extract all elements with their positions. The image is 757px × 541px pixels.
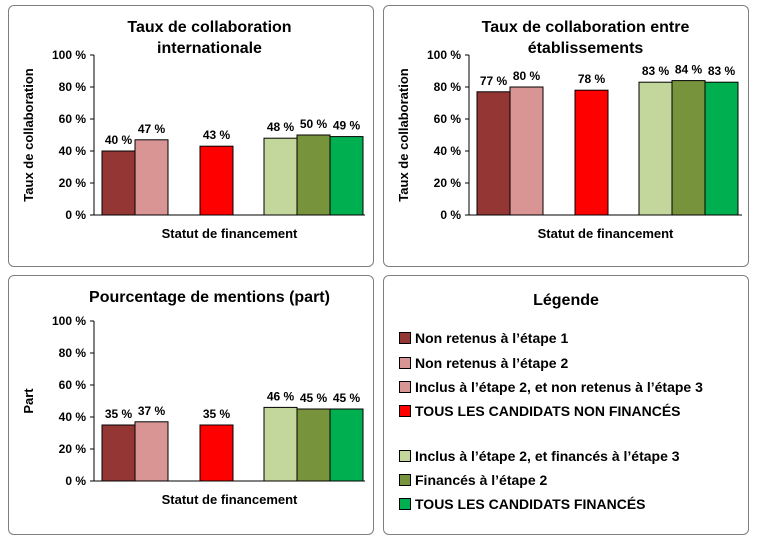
data-label: 77 %: [480, 74, 508, 88]
legend-title: Légende: [533, 292, 599, 309]
chart-international-collaboration: Taux de collaboration internationale 0 % 20…: [21, 19, 365, 241]
y-tick-label: 0 %: [440, 208, 461, 222]
legend-item-tous-non-finances: TOUS LES CANDIDATS NON FINANCÉS: [399, 403, 681, 419]
legend-label: TOUS LES CANDIDATS NON FINANCÉS: [415, 403, 681, 419]
legend-swatch: [399, 450, 411, 462]
legend-swatch: [399, 357, 411, 369]
chart-panel-mentions: Pourcentage de mentions (part) 0 % 20 % 40 …: [8, 275, 374, 535]
legend-label: Non retenus à l’étape 2: [415, 355, 569, 371]
y-axis-label: Part: [21, 388, 36, 414]
y-tick-label: 80 %: [59, 80, 87, 94]
y-tick-label: 20 %: [59, 176, 87, 190]
chart-panel-international: Taux de collaboration internationale 0 % 20…: [8, 5, 374, 267]
y-tick-label: 40 %: [59, 144, 87, 158]
data-label: 35 %: [105, 407, 133, 421]
bar-finances-etape3: [263, 406, 298, 482]
y-tick-label: 60 %: [59, 112, 87, 126]
legend-swatch: [399, 474, 411, 486]
legend-panel: Légende Non retenus à l’étape 1 Non rete…: [383, 275, 749, 535]
data-label: 83 %: [642, 64, 670, 78]
legend-label: Non retenus à l’étape 1: [415, 330, 569, 346]
chart-mentions-share: Pourcentage de mentions (part) 0 % 20 % 40 …: [21, 289, 365, 507]
y-tick-label: 100 %: [52, 314, 86, 328]
data-label: 47 %: [138, 122, 166, 136]
bar-tous-finances: [704, 81, 739, 216]
data-label: 80 %: [513, 69, 541, 83]
bar-tous-non-finances: [199, 145, 234, 216]
y-tick-label: 60 %: [59, 378, 87, 392]
y-tick-label: 80 %: [434, 80, 462, 94]
chart-title: Taux de collaboration: [127, 19, 291, 36]
bar-non-retenus-etape2: [134, 139, 169, 216]
chart-title: Taux de collaboration entre: [482, 19, 690, 36]
y-tick-label: 40 %: [59, 410, 87, 424]
legend-swatch: [399, 405, 411, 417]
y-axis-label: Taux de collaboration: [396, 68, 411, 201]
y-tick-label: 80 %: [59, 346, 87, 360]
y-tick-label: 40 %: [434, 144, 462, 158]
bar-tous-non-finances: [574, 89, 609, 216]
bar-finances-etape2: [671, 80, 706, 216]
data-label: 37 %: [138, 404, 166, 418]
legend-label: Inclus à l’étape 2, et financés à l’étap…: [415, 448, 680, 464]
data-label: 35 %: [203, 407, 231, 421]
y-tick-label: 60 %: [434, 112, 462, 126]
x-axis-label: Statut de financement: [162, 226, 298, 241]
bar-non-retenus-etape1: [101, 150, 136, 216]
bar-non-retenus-etape1: [101, 424, 136, 482]
data-label: 49 %: [333, 119, 361, 133]
chart-title: établissements: [528, 40, 644, 57]
chart-title: Pourcentage de mentions (part): [89, 289, 330, 306]
data-label: 50 %: [300, 117, 328, 131]
x-axis-label: Statut de financement: [162, 492, 298, 507]
data-label: 45 %: [300, 391, 328, 405]
legend-item-tous-finances: TOUS LES CANDIDATS FINANCÉS: [399, 496, 646, 512]
legend-item-inclus-finances-etape3: Inclus à l’étape 2, et financés à l’étap…: [399, 448, 680, 464]
bar-non-retenus-etape2: [134, 421, 169, 482]
data-label: 46 %: [267, 389, 295, 403]
legend-label: TOUS LES CANDIDATS FINANCÉS: [415, 496, 646, 512]
bar-finances-etape3: [263, 137, 298, 216]
legend-label: Inclus à l’étape 2, et non retenus à l’é…: [415, 379, 703, 395]
legend-swatch: [399, 332, 411, 344]
data-label: 45 %: [333, 391, 361, 405]
legend-swatch: [399, 381, 411, 393]
y-tick-label: 20 %: [434, 176, 462, 190]
y-tick-label: 0 %: [65, 474, 86, 488]
bar-non-retenus-etape1: [476, 91, 511, 216]
chart-panel-inter-establishment: Taux de collaboration entre établissement…: [383, 5, 749, 267]
y-tick-label: 100 %: [427, 48, 461, 62]
data-label: 78 %: [578, 72, 606, 86]
data-label: 40 %: [105, 133, 133, 147]
chart-title: internationale: [157, 40, 262, 57]
bar-finances-etape2: [296, 134, 331, 216]
data-label: 43 %: [203, 128, 231, 142]
data-label: 84 %: [675, 63, 703, 77]
data-label: 83 %: [708, 64, 736, 78]
chart-inter-establishment-collaboration: Taux de collaboration entre établissement…: [396, 19, 742, 241]
legend-item-finances-etape2: Financés à l’étape 2: [399, 472, 547, 488]
y-tick-label: 20 %: [59, 442, 87, 456]
y-tick-label: 100 %: [52, 48, 86, 62]
legend-item-non-retenus-etape1: Non retenus à l’étape 1: [399, 330, 568, 346]
bar-tous-finances: [329, 136, 364, 216]
bar-tous-non-finances: [199, 424, 234, 482]
legend-item-non-retenus-etape2: Non retenus à l’étape 2: [399, 355, 568, 371]
legend-label: Financés à l’étape 2: [415, 472, 548, 488]
legend-item-inclus-non-retenus-etape3: Inclus à l’étape 2, et non retenus à l’é…: [399, 379, 703, 395]
bar-tous-finances: [329, 408, 364, 482]
y-tick-label: 0 %: [65, 208, 86, 222]
x-axis-label: Statut de financement: [538, 226, 674, 241]
y-axis-label: Taux de collaboration: [21, 68, 36, 201]
bar-finances-etape3: [638, 81, 673, 216]
bar-finances-etape2: [296, 408, 331, 482]
legend-swatch: [399, 498, 411, 510]
data-label: 48 %: [267, 120, 295, 134]
bar-non-retenus-etape2: [509, 86, 544, 216]
